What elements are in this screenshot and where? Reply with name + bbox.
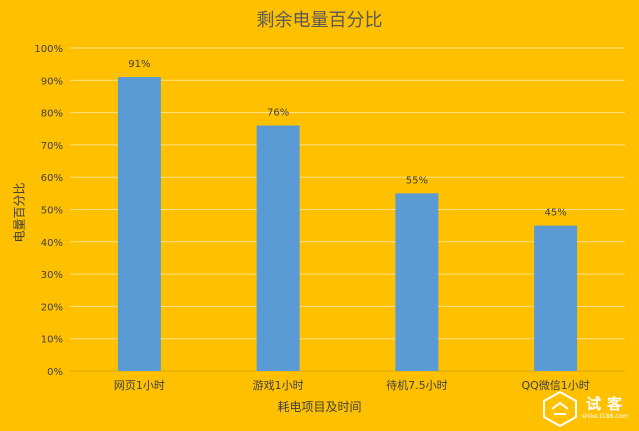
bar	[395, 193, 439, 371]
watermark-text: 试客	[586, 395, 629, 413]
y-tick-label: 10%	[41, 335, 63, 346]
x-tick-label: QQ微信1小时	[521, 378, 589, 392]
x-axis-label: 耗电项目及时间	[277, 400, 362, 414]
y-tick-label: 0%	[47, 367, 63, 378]
y-tick-label: 70%	[41, 141, 63, 152]
bar	[256, 125, 300, 372]
bar	[117, 77, 161, 371]
y-tick-label: 20%	[41, 302, 63, 313]
watermark-subtext: shike.t188.com	[582, 413, 628, 420]
data-label: 45%	[545, 208, 567, 219]
y-tick-label: 60%	[41, 173, 63, 184]
watermark-logo-icon	[543, 390, 577, 428]
y-tick-label: 100%	[34, 44, 63, 55]
data-label: 55%	[406, 175, 428, 186]
y-tick-label: 90%	[41, 76, 63, 87]
chart-title: 剩余电量百分比	[256, 10, 383, 31]
x-tick-label: 待机7.5小时	[386, 378, 448, 392]
y-tick-label: 50%	[41, 206, 63, 217]
y-tick-label: 80%	[41, 109, 63, 120]
x-tick-label: 游戏1小时	[253, 379, 304, 392]
x-tick-label: 网页1小时	[114, 379, 165, 392]
watermark: 试客 shike.t188.com	[538, 389, 638, 429]
y-tick-label: 40%	[41, 238, 63, 249]
data-label: 76%	[267, 108, 289, 119]
bar	[534, 225, 578, 371]
y-tick-label: 30%	[41, 270, 63, 281]
data-label: 91%	[128, 59, 150, 70]
